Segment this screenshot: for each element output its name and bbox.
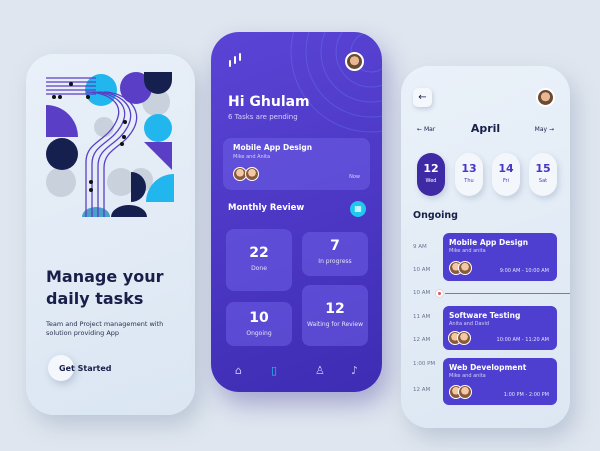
member-avatar <box>458 261 472 275</box>
stat-value: 12 <box>325 301 345 317</box>
calendar-icon[interactable]: ▦ <box>350 201 366 217</box>
monthly-review-title: Monthly Review <box>228 203 305 213</box>
stat-done[interactable]: 22 Done <box>226 229 292 291</box>
event-members: Mike and anita <box>449 373 486 379</box>
greeting: Hi Ghulam <box>228 94 310 110</box>
event-card[interactable]: Web Development Mike and anita 1:00 PM - 2… <box>443 358 557 405</box>
schedule-screen: ← ← Mar April May → 12 Wed 13 Thu 14 Fri 15… <box>401 66 570 428</box>
event-members: Mike and anita <box>449 248 486 254</box>
document-icon[interactable]: ▯ <box>271 364 278 377</box>
event-time: 1:00 PM - 2:00 PM <box>503 392 549 398</box>
title-line-2: daily tasks <box>46 289 144 308</box>
day-name: Thu <box>464 178 474 184</box>
member-avatar <box>458 385 472 399</box>
app-logo-icon <box>229 53 241 67</box>
current-time-line <box>445 293 570 294</box>
stat-label: In progress <box>318 258 352 265</box>
event-card[interactable]: Mobile App Design Mike and anita 9:00 AM -… <box>443 233 557 281</box>
member-avatar <box>457 331 471 345</box>
current-month: April <box>470 122 501 135</box>
current-time-dot <box>436 290 443 297</box>
dashboard-screen: Hi Ghulam 6 Tasks are pending Mobile App… <box>211 32 382 392</box>
profile-icon[interactable]: ♙ <box>315 364 325 377</box>
featured-task-title: Mobile App Design <box>233 143 313 152</box>
day-name: Sat <box>538 178 548 184</box>
day-number: 14 <box>498 162 514 175</box>
onboarding-subtitle: Team and Project management with solutio… <box>46 320 164 337</box>
day-pill[interactable]: 13 Thu <box>455 153 483 196</box>
stat-ongoing[interactable]: 10 Ongoing <box>226 302 292 346</box>
day-name: Fri <box>503 178 509 184</box>
member-avatar <box>245 167 259 181</box>
section-title: Ongoing <box>413 210 458 221</box>
day-number: 12 <box>423 162 439 175</box>
decorative-rings <box>290 32 382 133</box>
time-label: 12 AM <box>413 387 431 393</box>
event-title: Mobile App Design <box>449 238 529 247</box>
event-title: Software Testing <box>449 311 521 320</box>
abstract-illustration <box>46 72 174 217</box>
event-time: 9:00 AM - 10:00 AM <box>499 268 549 274</box>
day-name: Wed <box>425 178 437 184</box>
stat-value: 10 <box>249 310 269 326</box>
stat-label: Waiting for Review <box>307 321 363 328</box>
onboarding-screen: Manage your daily tasks Team and Project … <box>26 54 195 415</box>
user-avatar[interactable] <box>536 88 555 107</box>
stat-value: 7 <box>330 238 340 254</box>
pending-count: 6 Tasks are pending <box>228 113 298 121</box>
event-card[interactable]: Software Testing Anita and David 10:00 AM … <box>443 306 557 350</box>
time-label: 10 AM <box>413 290 431 296</box>
prev-month-label: Mar <box>423 126 436 133</box>
next-month-label: May <box>534 126 548 133</box>
stat-waiting-review[interactable]: 12 Waiting for Review <box>302 285 368 346</box>
time-label: 9 AM <box>413 244 427 250</box>
back-button[interactable]: ← <box>413 88 432 107</box>
day-number: 13 <box>461 162 477 175</box>
day-pill-active[interactable]: 12 Wed <box>417 153 445 196</box>
stat-in-progress[interactable]: 7 In progress <box>302 232 368 276</box>
time-label: 11 AM <box>413 314 431 320</box>
event-time: 10:00 AM - 11:20 AM <box>496 337 549 343</box>
onboarding-title: Manage your daily tasks <box>46 266 163 310</box>
prev-month-button[interactable]: ← Mar <box>417 126 436 133</box>
get-started-circle[interactable] <box>48 355 74 381</box>
featured-task-card[interactable]: Mobile App Design Mike and Anita Now <box>223 138 370 190</box>
featured-task-members: Mike and Anita <box>233 154 271 160</box>
featured-task-time: Now <box>349 174 360 180</box>
get-started-button[interactable]: Get Started <box>59 364 112 373</box>
day-number: 15 <box>535 162 551 175</box>
home-icon[interactable]: ⌂ <box>235 364 242 377</box>
event-members: Anita and David <box>449 321 490 327</box>
title-line-1: Manage your <box>46 267 164 286</box>
day-pill[interactable]: 15 Sat <box>529 153 557 196</box>
user-avatar[interactable] <box>345 52 364 71</box>
day-pill[interactable]: 14 Fri <box>492 153 520 196</box>
event-title: Web Development <box>449 363 527 372</box>
time-label: 12 AM <box>413 337 431 343</box>
next-month-button[interactable]: May → <box>534 126 554 133</box>
stat-label: Done <box>251 265 267 272</box>
time-label: 10 AM <box>413 267 431 273</box>
bell-icon[interactable]: ♪ <box>351 364 359 377</box>
time-label: 1:00 PM <box>413 361 436 367</box>
stat-label: Ongoing <box>246 330 272 337</box>
stat-value: 22 <box>249 245 269 261</box>
